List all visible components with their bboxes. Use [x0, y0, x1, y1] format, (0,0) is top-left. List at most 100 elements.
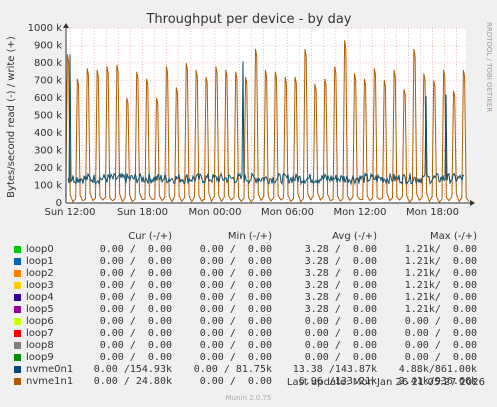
legend-name: loop0 — [26, 244, 54, 255]
legend-max: 0.00 / 0.00 — [404, 316, 477, 327]
legend-swatch — [14, 282, 21, 289]
legend-name: loop6 — [26, 316, 54, 327]
legend-cur: 0.00 / 0.00 — [99, 304, 172, 315]
y-tick-label: 800 k — [34, 58, 62, 69]
chart-area: Throughput per device - by day RRDTOOL /… — [6, 12, 493, 218]
legend-avg: 0.00 / 0.00 — [304, 340, 377, 351]
legend-cur: 0.00 / 0.00 — [99, 316, 172, 327]
legend-min: 0.00 / 0.00 — [199, 268, 272, 279]
legend-row: nvme0n1 0.00 /154.93k 0.00 / 81.75k 13.38 /… — [0, 364, 497, 376]
legend-avg: 3.28 / 0.00 — [304, 280, 377, 291]
legend-min: 0.00 / 0.00 — [199, 316, 272, 327]
legend-swatch — [14, 366, 21, 373]
legend-swatch — [14, 318, 21, 325]
y-tick-labels: 0 100 k 200 k 300 k 400 k 500 k 600 k 700 k 800 … — [28, 23, 63, 209]
legend-avg: 3.28 / 0.00 — [304, 268, 377, 279]
legend-swatch — [14, 258, 21, 265]
x-tick-label: Sun 12:00 — [44, 207, 95, 218]
legend-name: loop4 — [26, 292, 54, 303]
legend-min: 0.00 / 0.00 — [199, 376, 272, 387]
legend-max: 1.21k/ 0.00 — [404, 304, 477, 315]
legend-name: nvme1n1 — [26, 376, 74, 387]
legend-avg: 0.00 / 0.00 — [304, 328, 377, 339]
legend-max: 0.00 / 0.00 — [404, 352, 477, 363]
legend: Cur (-/+) Min (-/+) Avg (-/+) Max (-/+) … — [0, 231, 497, 388]
x-tick-labels: Sun 12:00 Sun 18:00 Mon 00:00 Mon 06:00 Mon … — [44, 207, 459, 218]
legend-min: 0.00 / 0.00 — [199, 352, 272, 363]
legend-cur: 0.00 / 24.80k — [93, 376, 172, 387]
y-tick-label: 500 k — [34, 111, 62, 122]
legend-max: 1.21k/ 0.00 — [404, 280, 477, 291]
x-tick-label: Sun 18:00 — [117, 207, 168, 218]
header-cur: Cur (-/+) — [128, 231, 172, 242]
legend-max: 0.00 / 0.00 — [404, 328, 477, 339]
legend-name: loop8 — [26, 340, 54, 351]
series-line-nvme1n1 — [65, 40, 470, 203]
legend-swatch — [14, 330, 21, 337]
y-tick-label: 400 k — [34, 128, 62, 139]
legend-avg: 3.28 / 0.00 — [304, 256, 377, 267]
legend-swatch — [14, 270, 21, 277]
legend-row: loop5 0.00 / 0.00 0.00 / 0.00 3.28 / 0.00 1.… — [0, 304, 497, 316]
x-tick-label: Mon 00:00 — [188, 207, 241, 218]
legend-name: loop3 — [26, 280, 54, 291]
plot-lines — [65, 40, 470, 203]
y-axis-label: Bytes/second read (-) / write (+) — [6, 36, 17, 198]
legend-avg: 0.00 / 0.00 — [304, 352, 377, 363]
x-tick-label: Mon 12:00 — [333, 207, 386, 218]
legend-row: loop8 0.00 / 0.00 0.00 / 0.00 0.00 / 0.00 0.… — [0, 340, 497, 352]
legend-min: 0.00 / 81.75k — [193, 364, 272, 375]
legend-min: 0.00 / 0.00 — [199, 256, 272, 267]
legend-header: Cur (-/+) Min (-/+) Avg (-/+) Max (-/+) — [0, 231, 497, 244]
x-tick-label: Mon 18:00 — [406, 207, 459, 218]
legend-cur: 0.00 / 0.00 — [99, 268, 172, 279]
legend-min: 0.00 / 0.00 — [199, 244, 272, 255]
legend-rows: loop0 0.00 / 0.00 0.00 / 0.00 3.28 / 0.00 1.… — [0, 244, 497, 388]
x-axis-arrow — [470, 200, 475, 206]
y-tick-label: 300 k — [34, 146, 62, 157]
legend-name: nvme0n1 — [26, 364, 74, 375]
legend-min: 0.00 / 0.00 — [199, 292, 272, 303]
legend-cur: 0.00 /154.93k — [93, 364, 172, 375]
legend-cur: 0.00 / 0.00 — [99, 280, 172, 291]
legend-max: 0.00 / 0.00 — [404, 340, 477, 351]
legend-name: loop5 — [26, 304, 54, 315]
legend-name: loop2 — [26, 268, 54, 279]
y-tick-label: 600 k — [34, 93, 62, 104]
y-axis-arrow — [63, 23, 69, 28]
header-max: Max (-/+) — [429, 231, 477, 242]
chart-title: Throughput per device - by day — [145, 12, 351, 27]
legend-name: loop9 — [26, 352, 54, 363]
y-tick-label: 0 — [56, 198, 62, 209]
legend-row: loop1 0.00 / 0.00 0.00 / 0.00 3.28 / 0.00 1.… — [0, 256, 497, 268]
legend-max: 1.21k/ 0.00 — [404, 244, 477, 255]
legend-row: loop3 0.00 / 0.00 0.00 / 0.00 3.28 / 0.00 1.… — [0, 280, 497, 292]
munin-version: Munin 2.0.75 — [225, 394, 272, 402]
legend-min: 0.00 / 0.00 — [199, 304, 272, 315]
y-tick-label: 700 k — [34, 76, 62, 87]
legend-cur: 0.00 / 0.00 — [99, 244, 172, 255]
legend-row: loop4 0.00 / 0.00 0.00 / 0.00 3.28 / 0.00 1.… — [0, 292, 497, 304]
legend-avg: 3.28 / 0.00 — [304, 292, 377, 303]
legend-row: loop9 0.00 / 0.00 0.00 / 0.00 0.00 / 0.00 0.… — [0, 352, 497, 364]
y-tick-label: 200 k — [34, 163, 62, 174]
last-update: Last update: Mon Jan 26 21:05:27 2026 — [286, 377, 485, 388]
legend-cur: 0.00 / 0.00 — [99, 292, 172, 303]
legend-max: 1.21k/ 0.00 — [404, 256, 477, 267]
legend-row: loop0 0.00 / 0.00 0.00 / 0.00 3.28 / 0.00 1.… — [0, 244, 497, 256]
header-min: Min (-/+) — [227, 231, 272, 242]
legend-max: 2.41k/936.66k — [398, 376, 477, 387]
legend-avg: 13.38 /143.87k — [292, 364, 377, 375]
legend-max: 1.21k/ 0.00 — [404, 292, 477, 303]
legend-cur: 0.00 / 0.00 — [99, 352, 172, 363]
legend-name: loop1 — [26, 256, 54, 267]
legend-swatch — [14, 294, 21, 301]
legend-name: loop7 — [26, 328, 54, 339]
legend-swatch — [14, 306, 21, 313]
legend-swatch — [14, 342, 21, 349]
legend-avg: 3.28 / 0.00 — [304, 304, 377, 315]
legend-swatch — [14, 378, 21, 385]
legend-max: 4.88k/861.00k — [398, 364, 477, 375]
legend-avg: 0.00 / 0.00 — [304, 316, 377, 327]
legend-row: nvme1n1 0.00 / 24.80k 0.00 / 0.00 6.96 /133… — [0, 376, 497, 388]
